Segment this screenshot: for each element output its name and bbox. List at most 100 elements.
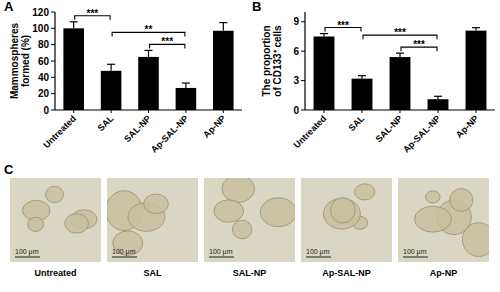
x-tick	[223, 110, 224, 113]
error-line	[223, 23, 224, 31]
spheres	[107, 191, 168, 256]
bar	[466, 31, 487, 110]
sphere	[46, 186, 64, 202]
spheres	[415, 189, 489, 257]
x-tick-label: Ap-NP	[454, 113, 481, 140]
x-tick-label: Ap-SAL-NP	[401, 113, 442, 154]
y-tick-label: 60	[38, 56, 50, 67]
y-tick	[51, 93, 55, 94]
y-axis-label-line: formed (%)	[20, 35, 31, 87]
panel-c: C100 μmUntreated100 μmSAL100 μmSAL-NP100…	[4, 162, 495, 278]
micrograph: 100 μm Ap-NP	[398, 178, 495, 278]
image-caption: Ap-NP	[430, 268, 458, 278]
error-cap	[107, 64, 115, 65]
y-axis-label: Mammospheresformed (%)	[9, 22, 31, 99]
sphere	[426, 191, 441, 203]
micrograph: 100 μmAp-SAL-NP	[301, 178, 392, 278]
x-tick	[438, 110, 439, 113]
error-bar	[145, 50, 153, 57]
x-tick-label: Ap-SAL-NP	[149, 113, 190, 154]
sphere	[415, 206, 452, 232]
error-line	[185, 83, 186, 88]
error-line	[73, 22, 74, 29]
image-background	[10, 178, 101, 262]
sphere	[323, 198, 360, 229]
x-tick-label: SAL	[96, 113, 116, 133]
x-tick	[362, 110, 363, 113]
bar	[314, 37, 335, 111]
significance-label: ***	[161, 36, 173, 47]
sphere	[222, 178, 255, 202]
x-tick	[400, 110, 401, 113]
error-line	[148, 50, 149, 57]
error-bar	[434, 96, 442, 99]
significance-label: ***	[87, 8, 99, 19]
significance-label: ***	[337, 20, 349, 31]
bar	[213, 31, 234, 110]
sphere	[214, 200, 244, 222]
panel-letter: A	[4, 0, 14, 14]
panel-letter: C	[4, 162, 14, 177]
sphere	[331, 198, 356, 223]
y-tick	[301, 51, 305, 52]
image-background	[301, 178, 392, 262]
error-cap	[320, 33, 328, 34]
scale-bar	[15, 257, 40, 258]
significance-label: ***	[394, 27, 406, 38]
significance-label: ***	[413, 39, 425, 50]
panel-letter: B	[252, 0, 261, 14]
scale-bar	[209, 257, 234, 258]
bar	[63, 28, 84, 110]
scale-bar-label: 100 μm	[403, 248, 427, 256]
image-caption: SAL-NP	[233, 268, 267, 278]
panel: BThe proportionof CD133⁺ cells0369Untrea…	[252, 0, 495, 155]
scale-bar-label: 100 μm	[15, 248, 39, 256]
error-cap	[396, 53, 404, 54]
y-tick-label: 20	[38, 88, 50, 99]
error-cap	[472, 27, 480, 28]
y-axis-label-line: Mammospheres	[9, 22, 20, 99]
x-tick	[476, 110, 477, 113]
bar	[138, 57, 159, 110]
x-tick	[73, 110, 74, 113]
significance-label: **	[145, 24, 153, 35]
scale-bar-label: 100 μm	[209, 248, 233, 256]
bar	[352, 79, 373, 110]
y-axis	[304, 12, 305, 110]
x-tick-label: Ap-NP	[201, 113, 228, 140]
image-caption: Ap-SAL-NP	[322, 268, 371, 278]
bar	[428, 99, 449, 110]
micrograph: 100 μm Untreated	[10, 178, 101, 278]
figure: AMammospheresformed (%)020406080100120Un…	[0, 0, 500, 292]
x-tick	[111, 110, 112, 113]
bars	[314, 28, 487, 110]
y-tick-label: 120	[32, 7, 49, 18]
error-bar	[182, 83, 190, 88]
y-axis-label-line: of CD133⁺ cells	[272, 25, 283, 97]
image-caption: Untreated	[34, 268, 76, 278]
y-tick-label: 80	[38, 39, 50, 50]
scale-bar	[403, 257, 428, 258]
micrograph: 100 μm SAL-NP	[204, 175, 296, 278]
sphere	[450, 189, 473, 212]
scale-bar	[112, 257, 137, 258]
y-tick	[51, 28, 55, 29]
x-tick-label: SAL	[347, 113, 367, 133]
x-tick	[185, 110, 186, 113]
y-tick	[51, 110, 55, 111]
x-tick-label: SAL-NP	[374, 113, 405, 144]
bar	[176, 88, 197, 110]
micrograph: 100 μmSAL	[106, 178, 198, 278]
error-bar	[472, 28, 480, 31]
image-caption: SAL	[144, 268, 163, 278]
y-tick	[51, 77, 55, 78]
y-tick	[301, 110, 305, 111]
sphere	[28, 217, 44, 231]
error-cap	[434, 96, 442, 97]
bar	[101, 71, 122, 110]
panel: AMammospheresformed (%)020406080100120Un…	[4, 0, 242, 155]
error-bar	[396, 53, 404, 57]
x-tick-label: Untreated	[41, 113, 78, 150]
sphere	[355, 184, 375, 200]
sphere	[65, 214, 89, 233]
